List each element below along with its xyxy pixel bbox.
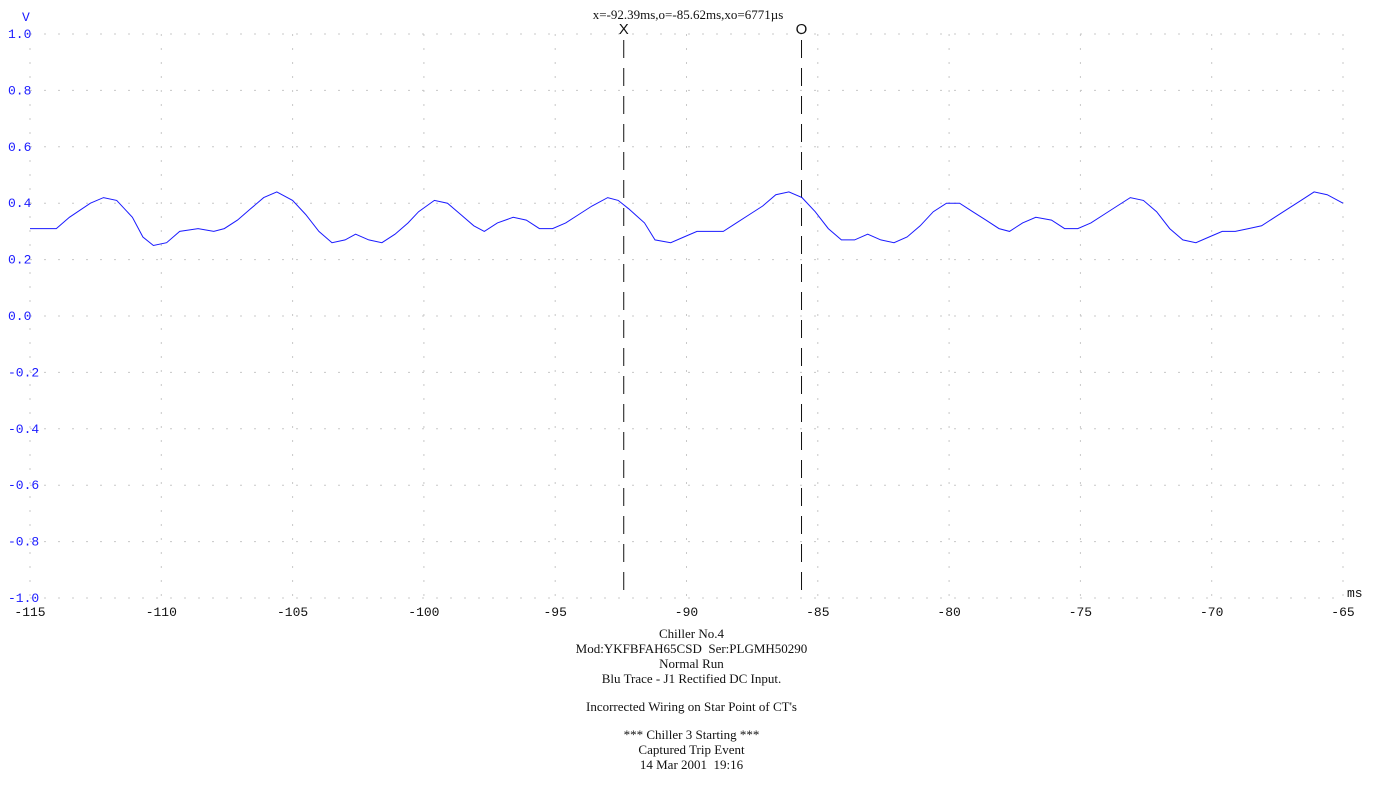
caption-datetime: 14 Mar 2001 19:16 <box>639 757 744 772</box>
y-tick-label: 1.0 <box>8 27 31 42</box>
series-line <box>30 191 1344 247</box>
x-tick-label: -90 <box>675 605 698 620</box>
caption-note: Incorrected Wiring on Star Point of CT's <box>586 699 797 714</box>
y-tick-label: -0.2 <box>8 365 39 380</box>
x-tick-label: -65 <box>1331 605 1354 620</box>
grid-lines <box>29 33 1344 599</box>
y-tick-label: -1.0 <box>8 591 39 606</box>
cursor-marker-label[interactable]: X <box>619 21 629 38</box>
y-tick-label: 0.4 <box>8 196 32 211</box>
caption-event1: *** Chiller 3 Starting *** <box>623 727 760 742</box>
y-tick-label: 0.2 <box>8 253 31 268</box>
x-tick-label: -95 <box>543 605 566 620</box>
x-tick-label: -70 <box>1200 605 1223 620</box>
x-tick-label: -80 <box>937 605 960 620</box>
y-tick-label: 0.6 <box>8 140 31 155</box>
caption-model: Mod:YKFBFAH65CSD Ser:PLGMH50290 <box>575 641 808 656</box>
x-tick-label: -75 <box>1069 605 1092 620</box>
y-axis-unit-label: V <box>22 10 30 25</box>
caption-trace: Blu Trace - J1 Rectified DC Input. <box>601 671 782 686</box>
y-axis-ticks: 1.0 0.8 0.6 0.4 0.2 0.0 -0.2 -0.4 -0.6 -0.8 -1.0 <box>8 27 39 606</box>
caption-title: Chiller No.4 <box>659 626 724 641</box>
caption-block: Chiller No.4 Mod:YKFBFAH65CSD Ser:PLGMH5… <box>0 626 1383 772</box>
caption-mode: Normal Run <box>659 656 724 671</box>
y-tick-label: -0.6 <box>8 478 39 493</box>
x-axis-ticks: -115 -110 -105 -100 -95 -90 -85 -80 -75 -70 -65 <box>14 605 1354 620</box>
cursor-marker-label[interactable]: O <box>796 21 808 38</box>
y-tick-label: -0.8 <box>8 535 39 550</box>
x-tick-label: -115 <box>14 605 45 620</box>
x-tick-label: -85 <box>806 605 829 620</box>
y-tick-label: 0.0 <box>8 309 31 324</box>
y-tick-label: -0.4 <box>8 422 39 437</box>
cursor-readout: x=-92.39ms,o=-85.62ms,xo=6771µs <box>593 7 784 22</box>
caption-event2: Captured Trip Event <box>638 742 745 757</box>
x-tick-label: -110 <box>146 605 177 620</box>
y-tick-label: 0.8 <box>8 83 31 98</box>
x-tick-label: -105 <box>277 605 308 620</box>
x-axis-unit-label: ms <box>1347 586 1363 601</box>
x-tick-label: -100 <box>408 605 439 620</box>
